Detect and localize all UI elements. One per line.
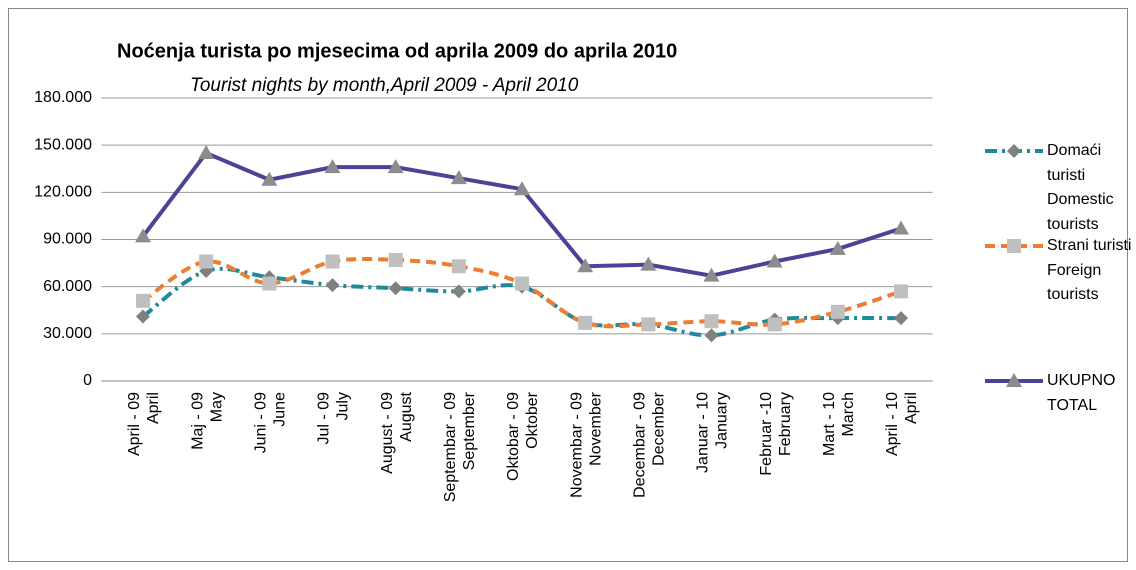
x-tick-label: November [587, 391, 604, 465]
marker [515, 276, 529, 291]
marker [1007, 239, 1021, 253]
y-tick-label: 0 [83, 372, 92, 389]
x-tick-label: April [145, 392, 162, 424]
marker [261, 171, 278, 186]
x-tick-label: May [208, 392, 225, 422]
y-tick-label: 60.000 [43, 278, 92, 295]
x-tick-label: Jul - 09 [316, 392, 333, 445]
marker [387, 159, 404, 174]
marker [829, 240, 846, 255]
y-tick-label: 150.000 [34, 136, 92, 153]
x-tick-label: June [272, 392, 289, 427]
x-tick-label: September [461, 391, 478, 470]
marker [199, 254, 214, 269]
marker [262, 276, 277, 291]
chart-frame [8, 8, 1128, 562]
x-tick-label: Maj - 09 [189, 392, 206, 450]
chart-subtitle: Tourist nights by month,April 2009 - Apr… [190, 75, 579, 96]
marker [894, 284, 909, 299]
marker [578, 315, 593, 330]
marker [640, 256, 657, 271]
marker [1006, 373, 1022, 387]
legend-label: UKUPNO TOTAL [1047, 372, 1116, 414]
x-tick-label: Septembar - 09 [442, 392, 459, 502]
marker [704, 328, 719, 343]
x-tick-label: August [398, 391, 415, 441]
x-tick-label: December [651, 391, 668, 465]
chart-title: Noćenja turista po mjesecima od aprila 2… [117, 40, 677, 62]
x-tick-label: Novembar - 09 [568, 392, 585, 498]
marker [198, 145, 215, 160]
x-tick-label: March [840, 392, 857, 436]
marker [641, 317, 656, 332]
marker [514, 181, 530, 196]
x-tick-label: January [714, 392, 731, 449]
x-tick-label: Februar -10 [758, 392, 775, 476]
marker [704, 314, 719, 329]
marker [388, 281, 403, 296]
marker [577, 258, 594, 273]
x-tick-label: April - 09 [126, 392, 143, 456]
marker [134, 228, 151, 243]
y-tick-label: 90.000 [43, 231, 92, 248]
x-tick-label: August - 09 [379, 392, 396, 474]
x-tick-label: July [335, 392, 352, 420]
marker [767, 317, 782, 332]
marker [451, 259, 466, 274]
marker [766, 253, 783, 268]
x-tick-label: Oktobar - 09 [505, 392, 522, 481]
marker [894, 311, 909, 326]
x-tick-label: February [777, 392, 794, 456]
y-tick-label: 30.000 [43, 325, 92, 342]
marker [388, 252, 403, 267]
legend-label: Domaći turisti Domestic tourists [1047, 142, 1114, 234]
marker [325, 254, 340, 269]
marker [135, 293, 150, 308]
x-tick-label: Januar - 10 [695, 392, 712, 473]
legend-label: Strani turisti Foreign tourists [1047, 237, 1132, 304]
x-tick-label: April [903, 392, 920, 424]
x-tick-label: Oktober [524, 391, 541, 449]
y-tick-label: 180.000 [34, 89, 92, 106]
marker [325, 278, 340, 293]
marker [324, 159, 341, 174]
marker [830, 304, 845, 319]
x-tick-label: Mart - 10 [821, 392, 838, 456]
marker [703, 267, 720, 282]
marker [1007, 144, 1021, 158]
marker [451, 284, 466, 299]
x-tick-label: April - 10 [884, 392, 901, 456]
x-tick-label: Decembar - 09 [632, 392, 649, 498]
marker [450, 170, 467, 185]
x-tick-label: Juni - 09 [253, 392, 270, 453]
marker [135, 309, 150, 324]
marker [893, 220, 910, 235]
y-tick-label: 120.000 [34, 184, 92, 201]
